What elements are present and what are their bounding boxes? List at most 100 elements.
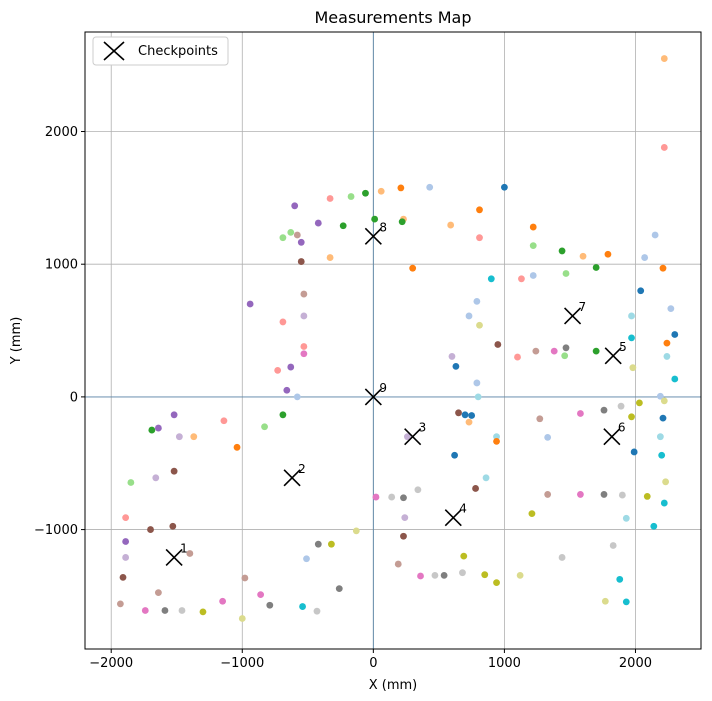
chart-title: Measurements Map <box>314 8 471 27</box>
y-axis-label: Y (mm) <box>9 317 24 366</box>
measurement-point <box>662 478 670 486</box>
measurement-point <box>651 231 659 239</box>
measurement-point <box>190 433 198 441</box>
x-tick-label: 1000 <box>488 656 521 671</box>
measurement-point <box>604 250 612 258</box>
measurement-point <box>127 479 135 486</box>
checkpoint-marker <box>444 509 462 527</box>
measurement-point <box>347 193 355 200</box>
x-tick-label: 0 <box>369 656 377 671</box>
measurement-point <box>313 607 321 615</box>
checkpoint-label: 6 <box>618 421 626 435</box>
legend-label-checkpoints: Checkpoints <box>138 44 218 59</box>
measurement-point <box>448 353 456 360</box>
measurement-point <box>291 202 299 210</box>
measurement-point <box>550 347 558 355</box>
measurement-point <box>219 597 227 605</box>
measurement-point <box>482 474 490 482</box>
measurement-point <box>667 305 675 313</box>
measurement-point <box>616 575 624 583</box>
measurement-point <box>299 603 306 610</box>
measurement-point <box>592 264 600 271</box>
measurement-point <box>328 540 335 548</box>
measurement-point <box>465 312 473 320</box>
measurement-point <box>161 607 169 614</box>
y-tick-label: −1000 <box>34 523 78 538</box>
measurement-point <box>122 514 130 522</box>
measurement-point <box>371 215 379 223</box>
measurement-point <box>170 467 178 475</box>
measurement-point <box>518 275 525 283</box>
reference-lines <box>85 32 701 649</box>
measurement-point <box>394 560 402 568</box>
measurement-point <box>643 493 651 500</box>
measurement-point <box>472 485 479 492</box>
y-tick-label: 0 <box>70 390 78 405</box>
measurement-point <box>414 486 422 494</box>
measurement-point <box>501 183 508 191</box>
legend-box <box>92 36 229 66</box>
measurement-point <box>529 223 537 231</box>
measurement-point <box>600 491 608 498</box>
measurement-point <box>293 393 301 401</box>
measurement-point <box>238 615 246 622</box>
measurement-point <box>175 433 183 441</box>
measurement-point <box>122 538 130 545</box>
measurement-point <box>339 222 347 230</box>
measurement-point <box>659 264 667 272</box>
measurement-point <box>452 362 460 370</box>
measurement-point <box>154 589 162 597</box>
measurement-point <box>233 443 241 451</box>
measurement-point <box>199 608 207 616</box>
measurement-point <box>116 600 124 608</box>
measurement-point <box>473 297 481 305</box>
measurement-point <box>246 300 254 308</box>
checkpoint-marker <box>364 227 382 245</box>
measurement-point <box>279 318 287 326</box>
x-axis-label: X (mm) <box>369 678 418 693</box>
measurement-point <box>119 573 127 581</box>
measurement-point <box>592 347 600 355</box>
measurement-point <box>671 375 679 383</box>
x-tick-label: 2000 <box>619 656 652 671</box>
measurement-point <box>154 424 162 432</box>
measurement-point <box>558 554 566 561</box>
measurement-point <box>628 312 635 320</box>
checkpoint-label: 9 <box>379 381 387 395</box>
measurement-point <box>659 414 667 422</box>
checkpoint-label: 1 <box>180 541 188 555</box>
measurement-point <box>397 184 405 192</box>
y-tick-label: 1000 <box>45 258 78 273</box>
measurement-point <box>617 402 625 410</box>
measurement-point <box>455 409 462 417</box>
measurement-point <box>241 574 249 582</box>
legend: Checkpoints <box>92 36 229 66</box>
measurement-point <box>401 514 409 522</box>
measurement-point <box>287 228 295 236</box>
measurement-point <box>314 540 322 548</box>
measurement-point <box>630 448 638 456</box>
measurement-point <box>459 569 466 577</box>
measurement-point <box>372 493 380 501</box>
measurement-point <box>300 290 308 298</box>
measurement-point <box>352 527 360 535</box>
measurement-point <box>562 344 570 352</box>
measurement-point <box>562 270 570 277</box>
checkpoint-marker <box>563 307 582 325</box>
measurement-point <box>300 312 308 320</box>
measurement-point <box>400 532 407 540</box>
measurement-point <box>417 572 424 580</box>
measurement-point <box>656 392 664 400</box>
measurement-point <box>660 397 668 405</box>
measurement-point <box>326 195 334 202</box>
measurement-point <box>609 542 617 549</box>
checkpoint-label: 3 <box>419 421 427 435</box>
checkpoint-label: 2 <box>298 462 306 476</box>
measurement-point <box>579 252 587 260</box>
measurement-point <box>404 433 411 441</box>
measurement-point <box>300 350 308 358</box>
measurement-point <box>622 598 630 606</box>
axis-ticks: −2000 −1000 0 1000 2000 −1000 0 1000 2000 <box>34 125 652 671</box>
measurement-point <box>297 238 305 246</box>
measurement-point <box>487 275 495 283</box>
